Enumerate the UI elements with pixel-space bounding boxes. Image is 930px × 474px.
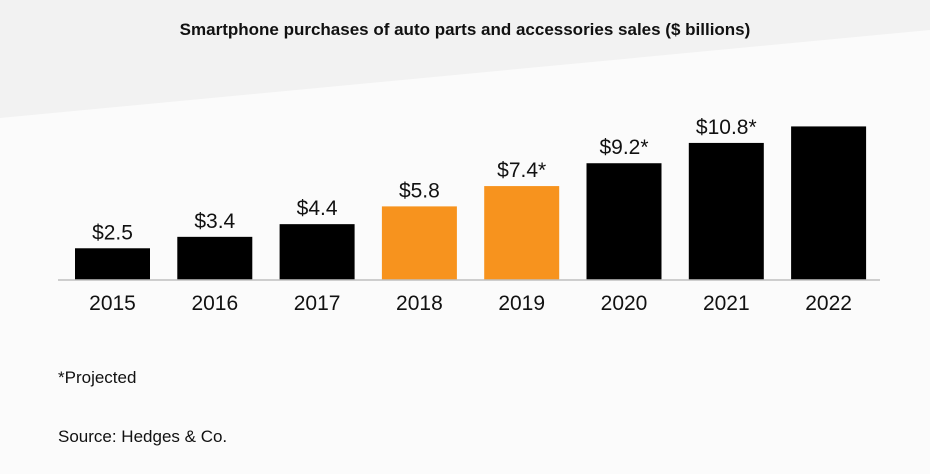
bar-2019 xyxy=(484,186,560,280)
x-tick-label-2021: 2021 xyxy=(703,292,750,315)
x-tick-label-2015: 2015 xyxy=(89,292,136,315)
data-label-2018: $5.8 xyxy=(399,179,440,202)
bar-2022 xyxy=(791,126,867,280)
bar-2021 xyxy=(688,142,764,280)
x-tick-label-2017: 2017 xyxy=(294,292,341,315)
source-note: Source: Hedges & Co. xyxy=(58,427,228,446)
x-tick-label-2019: 2019 xyxy=(498,292,545,315)
data-label-2021: $10.8* xyxy=(696,116,757,139)
x-tick-label-2020: 2020 xyxy=(601,292,648,315)
data-label-2017: $4.4 xyxy=(297,197,338,220)
footnote-projected: *Projected xyxy=(58,368,137,387)
x-tick-label-2022: 2022 xyxy=(805,292,852,315)
background-shape xyxy=(0,30,930,474)
x-tick-label-2018: 2018 xyxy=(396,292,443,315)
data-label-2015: $2.5 xyxy=(92,221,133,244)
data-label-2019: $7.4* xyxy=(497,159,546,182)
bar-2018 xyxy=(381,206,457,280)
data-label-2020: $9.2* xyxy=(599,136,648,159)
bar-2017 xyxy=(279,224,355,280)
bar-2016 xyxy=(177,236,253,280)
x-tick-label-2016: 2016 xyxy=(191,292,238,315)
bar-2015 xyxy=(75,248,150,280)
data-label-2016: $3.4 xyxy=(194,210,235,233)
chart-title: Smartphone purchases of auto parts and a… xyxy=(179,20,751,39)
bar-2020 xyxy=(586,163,662,280)
